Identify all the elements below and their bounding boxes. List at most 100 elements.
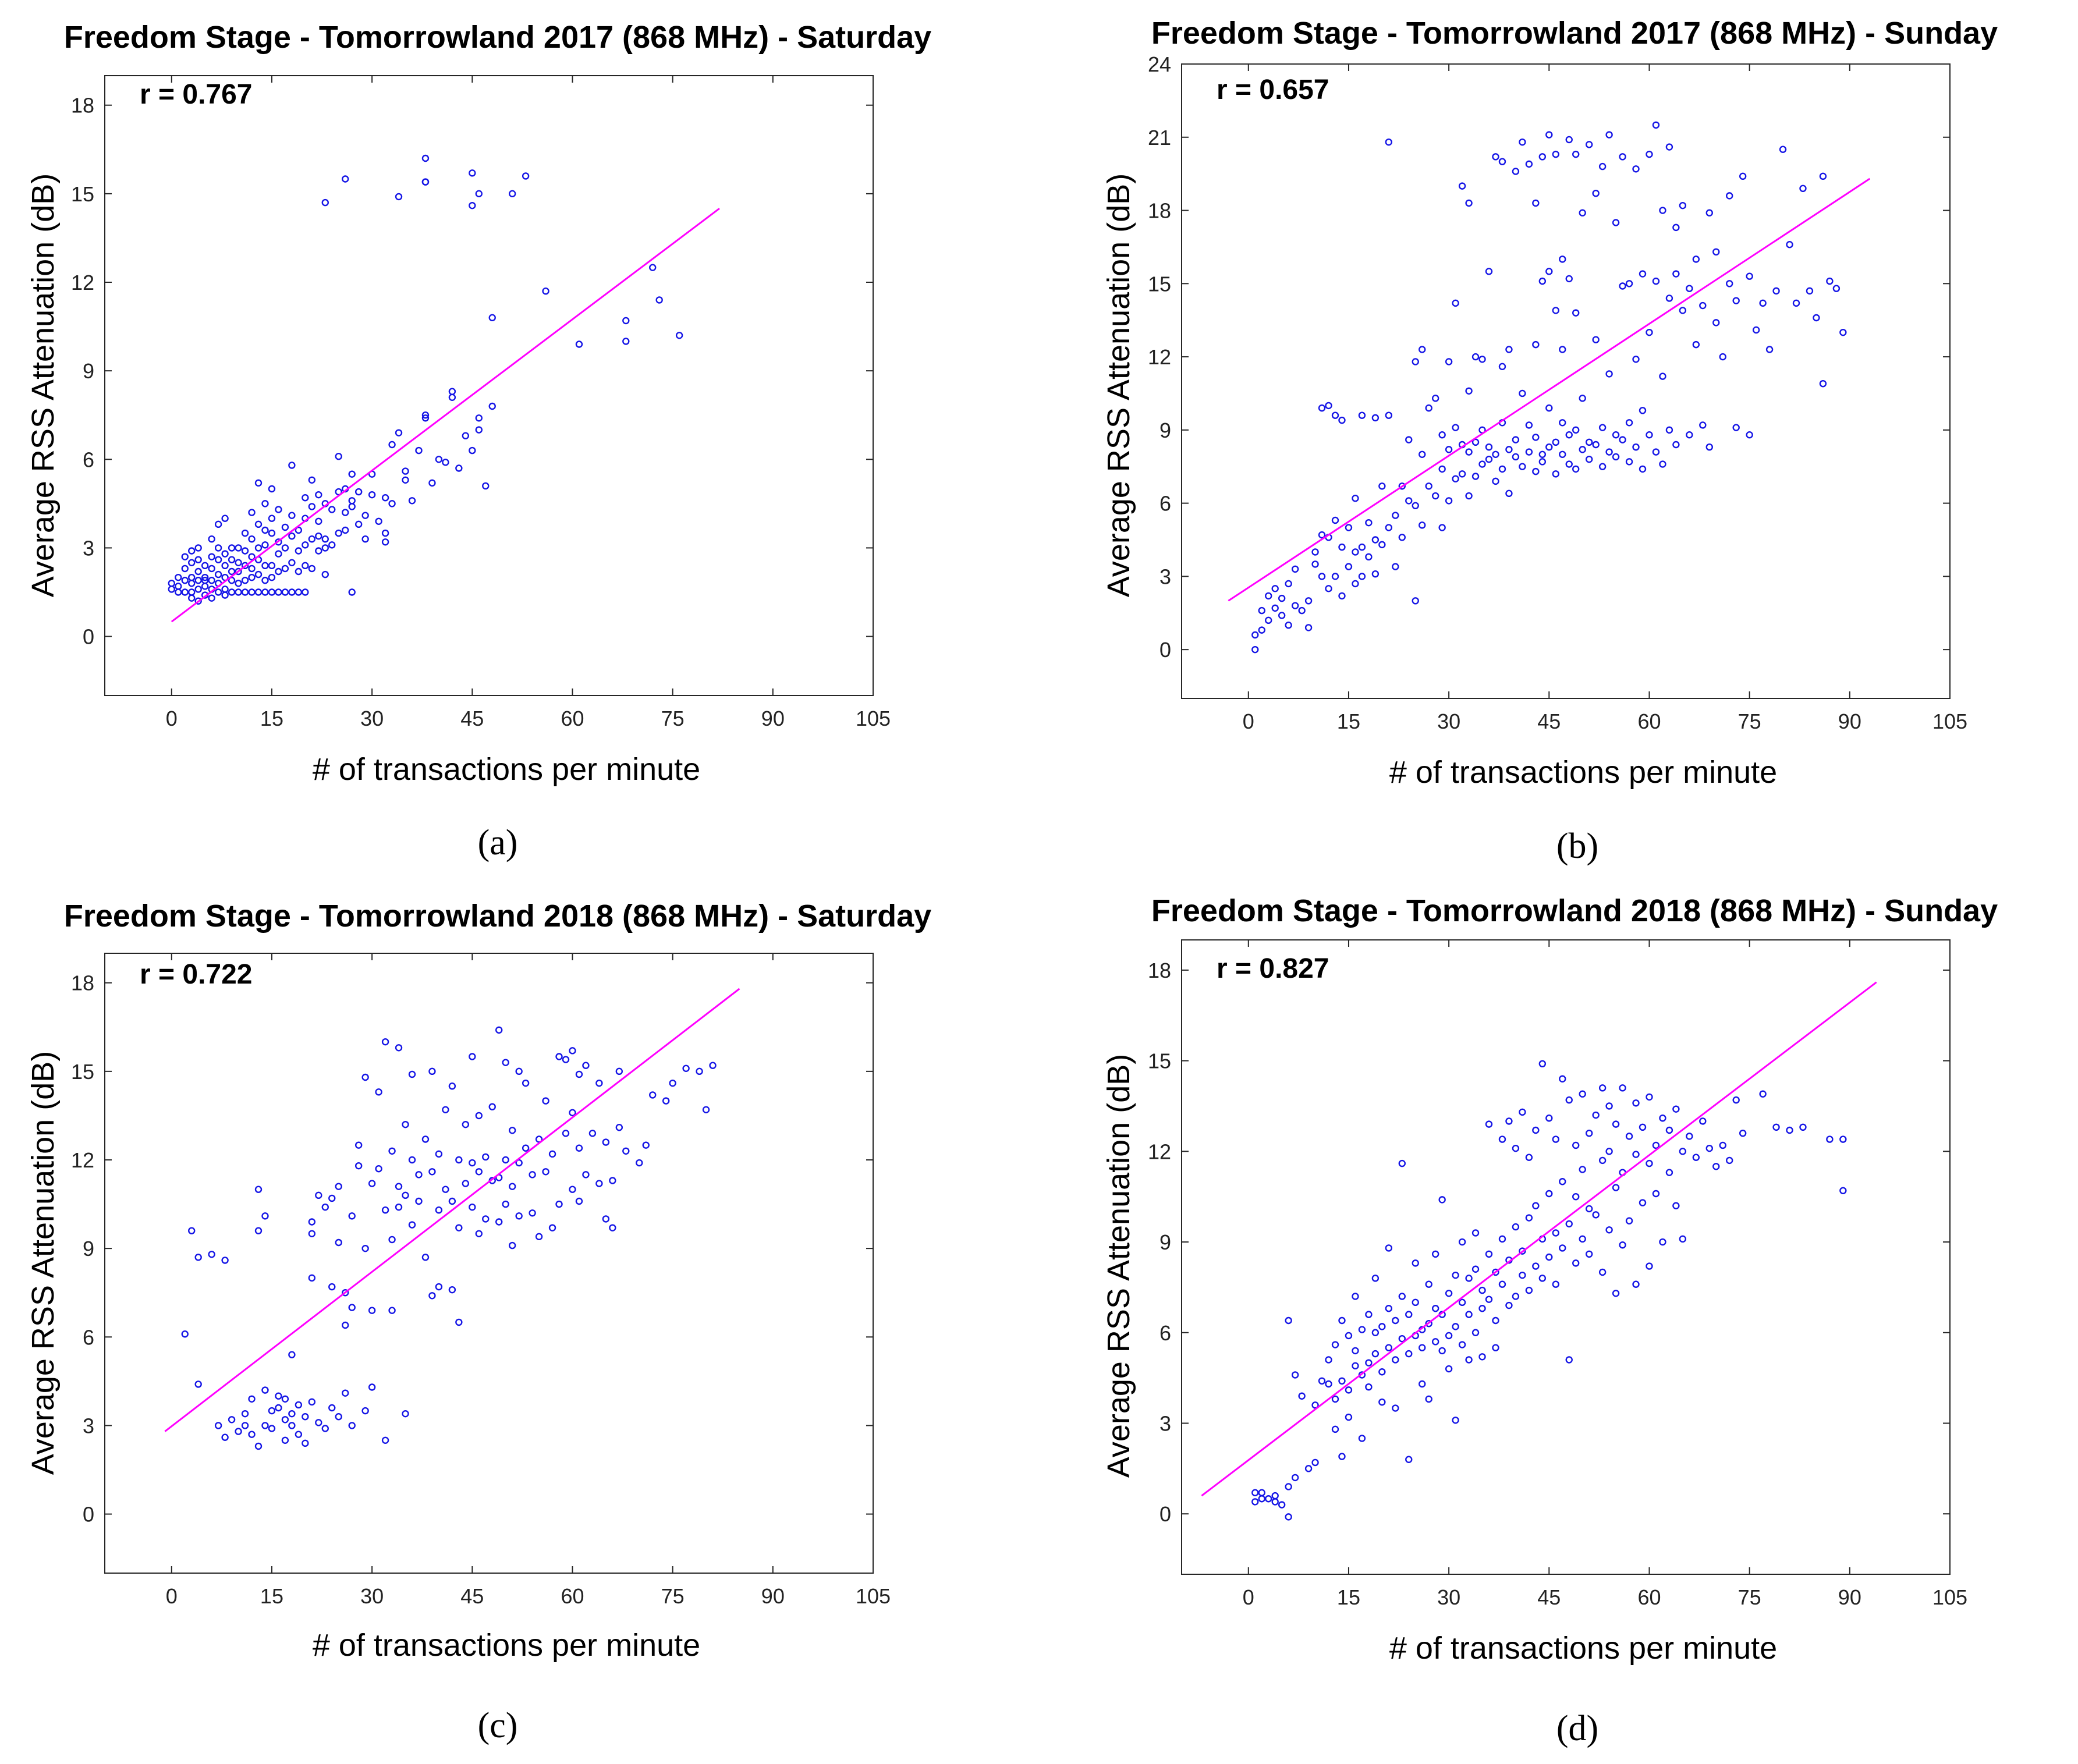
- chart-d-ytick-label-6: 18: [1148, 959, 1171, 982]
- chart-a-title: Freedom Stage - Tomorrowland 2017 (868 M…: [64, 20, 931, 55]
- chart-c-point-106: [482, 1153, 490, 1161]
- chart-b-point-184: [1686, 431, 1693, 439]
- chart-d-point-58: [1412, 1259, 1419, 1267]
- chart-d-point-80: [1465, 1311, 1473, 1318]
- chart-a-point-82: [268, 485, 276, 493]
- chart-b-point-155: [1619, 436, 1626, 443]
- chart-b-point-129: [1565, 460, 1573, 468]
- chart-a-point-169: [469, 201, 476, 210]
- chart-b-point-119: [1545, 268, 1553, 275]
- chart-c-point-86: [435, 1283, 443, 1291]
- chart-b-point-145: [1592, 189, 1600, 197]
- chart-d-point-176: [1719, 1141, 1726, 1149]
- chart-a-point-65: [254, 588, 263, 596]
- chart-c-point-89: [442, 1186, 449, 1193]
- chart-b-point-71: [1452, 475, 1459, 482]
- chart-c-point-113: [502, 1156, 509, 1164]
- chart-c-point-116: [508, 1183, 516, 1190]
- chart-d-point-94: [1492, 1344, 1499, 1351]
- chart-c-point-143: [588, 1130, 597, 1137]
- chart-a-ytick-label-4: 12: [71, 271, 94, 294]
- chart-b-point-207: [1786, 241, 1793, 249]
- chart-d-point-20: [1331, 1395, 1339, 1403]
- chart-a-point-90: [281, 544, 289, 552]
- chart-d-point-103: [1512, 1144, 1520, 1152]
- chart-b-point-159: [1625, 419, 1633, 427]
- chart-c-point-82: [421, 1254, 430, 1261]
- chart-d-point-146: [1612, 1184, 1620, 1191]
- chart-d-point-21: [1331, 1341, 1339, 1348]
- chart-a-point-145: [408, 497, 416, 505]
- chart-d-plot-area: [1181, 939, 1951, 1575]
- chart-a-point-101: [302, 588, 309, 596]
- chart-c-point-140: [575, 1070, 583, 1078]
- chart-c-point-59: [368, 1383, 376, 1391]
- chart-a-point-119: [328, 506, 336, 513]
- chart-c-point-58: [361, 1073, 369, 1081]
- chart-d-point-177: [1726, 1156, 1733, 1165]
- chart-b-ytick-label-8: 24: [1148, 52, 1171, 76]
- chart-b-point-99: [1505, 346, 1513, 353]
- chart-b-point-154: [1612, 219, 1620, 226]
- chart-d-point-127: [1565, 1096, 1573, 1104]
- chart-d-point-9: [1285, 1483, 1292, 1490]
- chart-c-point-17: [261, 1422, 269, 1429]
- chart-d-point-120: [1552, 1229, 1559, 1237]
- chart-c-point-8: [228, 1416, 236, 1424]
- chart-c-point-146: [602, 1215, 610, 1223]
- chart-b-point-50: [1392, 512, 1399, 519]
- chart-c-ytick-label-4: 12: [71, 1148, 94, 1172]
- chart-a-point-146: [415, 446, 423, 455]
- chart-a-point-177: [649, 264, 657, 271]
- chart-c-point-160: [702, 1106, 710, 1113]
- chart-b-point-45: [1378, 482, 1386, 490]
- chart-c-point-157: [669, 1079, 676, 1087]
- chart-d-point-24: [1338, 1316, 1346, 1325]
- chart-d-point-61: [1419, 1380, 1426, 1388]
- chart-d-point-172: [1692, 1153, 1700, 1161]
- chart-b-point-203: [1759, 299, 1767, 307]
- chart-d-point-37: [1365, 1383, 1373, 1391]
- chart-b-point-152: [1612, 453, 1620, 461]
- chart-c-point-45: [335, 1413, 342, 1421]
- chart-a-point-55: [241, 577, 249, 584]
- chart-b-point-38: [1358, 411, 1366, 419]
- chart-d-point-53: [1405, 1350, 1413, 1358]
- chart-d-point-95: [1498, 1280, 1506, 1288]
- chart-a-point-74: [261, 541, 269, 549]
- chart-c-point-65: [381, 1038, 389, 1046]
- chart-b-point-127: [1559, 346, 1566, 353]
- chart-c-point-36: [308, 1218, 316, 1226]
- chart-d-point-115: [1538, 1060, 1547, 1068]
- chart-b-annotation: r = 0.657: [1217, 74, 1329, 105]
- chart-b-point-26: [1331, 516, 1339, 524]
- chart-a-point-175: [622, 338, 630, 345]
- chart-d-point-129: [1572, 1192, 1580, 1201]
- chart-d-point-117: [1545, 1190, 1553, 1198]
- chart-c-point-16: [254, 1227, 263, 1234]
- chart-c-ytick-label-0: 0: [83, 1503, 94, 1527]
- chart-c-point-120: [515, 1067, 523, 1076]
- chart-b-point-8: [1278, 612, 1286, 619]
- chart-b-point-182: [1679, 307, 1687, 314]
- chart-a-point-134: [368, 491, 376, 499]
- chart-a-point-102: [302, 562, 309, 570]
- chart-c-point-81: [421, 1135, 430, 1143]
- chart-d-point-59: [1419, 1344, 1426, 1351]
- chart-c-point-70: [395, 1183, 403, 1190]
- chart-b-point-180: [1672, 270, 1680, 278]
- chart-d-ytick-label-5: 15: [1148, 1049, 1171, 1073]
- chart-a-point-10: [188, 588, 196, 596]
- chart-d-point-10: [1291, 1474, 1299, 1482]
- chart-d-point-147: [1612, 1120, 1620, 1128]
- chart-a-point-120: [335, 529, 342, 537]
- chart-c-point-105: [482, 1215, 490, 1223]
- chart-a-point-58: [241, 529, 249, 537]
- chart-b-point-4: [1265, 616, 1272, 624]
- chart-a-point-123: [342, 526, 349, 534]
- chart-d-point-170: [1679, 1148, 1687, 1155]
- chart-a-point-139: [381, 494, 389, 502]
- chart-b-point-43: [1371, 414, 1380, 422]
- chart-b-point-130: [1565, 431, 1573, 439]
- chart-b-ytick-label-0: 0: [1159, 638, 1171, 662]
